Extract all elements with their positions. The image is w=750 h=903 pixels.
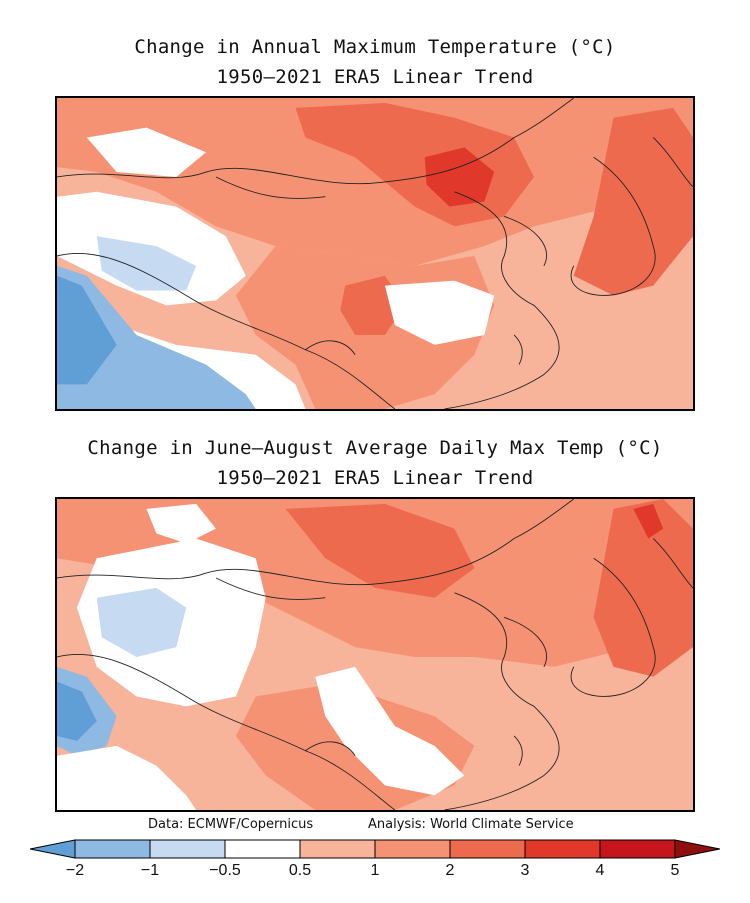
top-map-title: Change in Annual Maximum Temperature (°C… xyxy=(0,32,750,92)
colorbar-segment xyxy=(224,839,301,859)
bottom-map-title: Change in June–August Average Daily Max … xyxy=(0,433,750,493)
neutral-region-east-china xyxy=(384,280,495,345)
analysis-credit: Analysis: World Climate Service xyxy=(368,817,574,832)
colorbar-tick-label: 3 xyxy=(520,862,530,879)
country-borders xyxy=(57,499,693,810)
warm-region-north xyxy=(57,98,693,266)
hot-spot-north-china xyxy=(424,147,495,207)
neutral-region-south xyxy=(57,745,197,810)
neutral-region-northwest xyxy=(86,127,207,177)
neutral-region-northeast xyxy=(146,503,216,544)
coolest-region-india xyxy=(57,275,117,385)
coolest-region-india xyxy=(57,681,97,741)
hot-spot-northeast xyxy=(633,503,664,539)
country-borders xyxy=(57,98,693,409)
warm-region-japan xyxy=(573,107,693,296)
colorbar-segment xyxy=(299,839,376,859)
summer-max-temp-map xyxy=(55,497,695,812)
very-warm-region-japan xyxy=(593,499,693,677)
colorbar-tick-label: 5 xyxy=(670,862,680,879)
colorbar-segment xyxy=(374,839,451,859)
annual-max-temp-map-canvas xyxy=(57,98,693,409)
summer-max-temp-map-canvas xyxy=(57,499,693,810)
colorbar-tick-label: 1 xyxy=(370,862,380,879)
colorbar: −2 −1 −0.5 0.5 1 2 3 4 5 xyxy=(29,836,721,898)
neutral-region-east-china xyxy=(315,666,465,796)
cool-region-plateau xyxy=(96,236,197,291)
bottom-map-title-line2: 1950–2021 ERA5 Linear Trend xyxy=(216,467,534,489)
colorbar-segment xyxy=(149,839,226,859)
cool-region-india xyxy=(57,265,256,409)
colorbar-tick-label: −0.5 xyxy=(209,862,241,879)
colorbar-tick-label: 2 xyxy=(445,862,455,879)
very-warm-region-mongolia xyxy=(285,503,475,598)
top-map-title-line1: Change in Annual Maximum Temperature (°C… xyxy=(134,36,616,58)
top-map-title-line2: 1950–2021 ERA5 Linear Trend xyxy=(216,66,534,88)
colorbar-tick-label: 4 xyxy=(595,862,605,879)
colorbar-low-arrow xyxy=(29,839,76,859)
cool-region-plateau xyxy=(96,587,187,657)
annual-max-temp-map xyxy=(55,96,695,411)
colorbar-high-arrow xyxy=(674,839,721,859)
colorbar-tick-label: 0.5 xyxy=(288,862,312,879)
colorbar-segment xyxy=(74,839,151,859)
colorbar-tick-label: −1 xyxy=(140,862,160,879)
credits-line: Data: ECMWF/Copernicus Analysis: World C… xyxy=(0,815,750,835)
colorbar-segment xyxy=(599,839,676,859)
bottom-map-title-line1: Change in June–August Average Daily Max … xyxy=(87,437,663,459)
data-source-credit: Data: ECMWF/Copernicus xyxy=(148,817,314,832)
colorbar-tick-label: −2 xyxy=(65,862,85,879)
colorbar-segment xyxy=(449,839,526,859)
colorbar-segments xyxy=(29,839,721,859)
colorbar-scale xyxy=(29,839,721,859)
colorbar-segment xyxy=(524,839,601,859)
